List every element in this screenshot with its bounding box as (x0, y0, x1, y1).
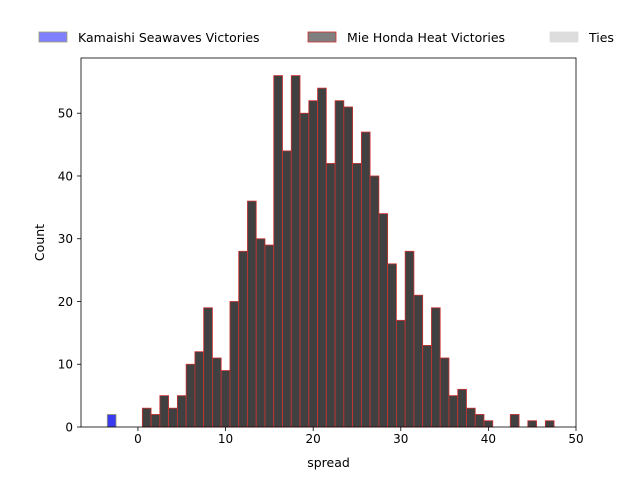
y-axis-ticks: 0 10 20 30 40 50 (58, 107, 81, 435)
bar-1-31 (413, 294, 424, 428)
y-tick-label-4: 40 (58, 169, 73, 183)
bar-1-36 (457, 388, 467, 428)
bar-1-19 (308, 100, 318, 428)
legend-label-1: Mie Honda Heat Victories (347, 30, 505, 45)
bar-1-35 (448, 395, 459, 428)
bar-1-28 (387, 263, 397, 428)
x-tick-label-5: 50 (568, 432, 583, 446)
legend-swatch-0 (38, 31, 68, 43)
bar-1-22 (334, 100, 345, 428)
bar-1-6 (194, 351, 205, 428)
plot-frame (80, 57, 577, 428)
bar-1-34 (439, 357, 450, 428)
bar-1-29 (395, 319, 406, 428)
bar-1-0 (141, 407, 152, 428)
bar-1-12 (247, 200, 257, 428)
bar-1-9 (220, 370, 231, 428)
y-axis-label: Count (32, 224, 47, 261)
x-tick-label-2: 20 (306, 432, 321, 446)
bar-1-13 (255, 238, 266, 428)
bar-1-37 (466, 407, 476, 428)
bar-1-10 (229, 301, 240, 428)
bar-1-1 (150, 414, 161, 428)
bar-1-33 (431, 307, 441, 428)
bar-1-32 (422, 345, 432, 428)
bar-1-26 (369, 175, 380, 428)
bar-1-20 (317, 87, 327, 428)
bar-1-27 (378, 213, 389, 428)
bar-1-21 (325, 163, 336, 428)
x-tick-label-4: 40 (481, 432, 496, 446)
bar-1-42 (544, 420, 555, 428)
bar-1-40 (509, 414, 520, 428)
bar-1-3 (168, 407, 178, 428)
y-tick-label-3: 30 (58, 232, 73, 246)
bar-1-41 (527, 420, 537, 428)
bar-1-15 (273, 75, 283, 428)
x-tick-label-0: 0 (134, 432, 142, 446)
bar-1-38 (474, 414, 485, 428)
bar-1-23 (343, 106, 353, 428)
legend-swatch-1 (307, 31, 337, 43)
x-tick-label-1: 10 (218, 432, 233, 446)
legend-label-0: Kamaishi Seawaves Victories (78, 30, 260, 45)
bar-1-16 (282, 150, 292, 428)
bar-1-8 (212, 357, 222, 428)
bar-1-18 (299, 112, 310, 428)
x-tick-label-3: 30 (393, 432, 408, 446)
bar-1-25 (360, 131, 371, 428)
bar-1-5 (185, 363, 196, 428)
y-tick-label-2: 20 (58, 295, 73, 309)
bar-1-11 (238, 250, 248, 428)
bar-1-4 (176, 395, 187, 428)
bar-1-2 (159, 395, 170, 428)
y-tick-label-5: 50 (58, 107, 73, 121)
legend: Kamaishi Seawaves Victories Mie Honda Hea… (38, 30, 614, 45)
bar-1-30 (404, 250, 415, 428)
y-tick-label-0: 0 (65, 421, 73, 435)
bar-1-17 (290, 75, 301, 428)
bar-1-7 (203, 307, 213, 428)
bar-1-39 (483, 420, 494, 428)
y-tick-label-1: 10 (58, 358, 73, 372)
legend-label-2: Ties (588, 30, 614, 45)
legend-swatch-2 (549, 31, 579, 43)
x-axis-label: spread (307, 455, 350, 470)
bar-1-14 (264, 244, 275, 428)
bar-0-0 (106, 414, 117, 428)
bar-1-24 (352, 163, 362, 428)
x-axis-ticks: 0 10 20 30 40 50 (134, 427, 584, 446)
